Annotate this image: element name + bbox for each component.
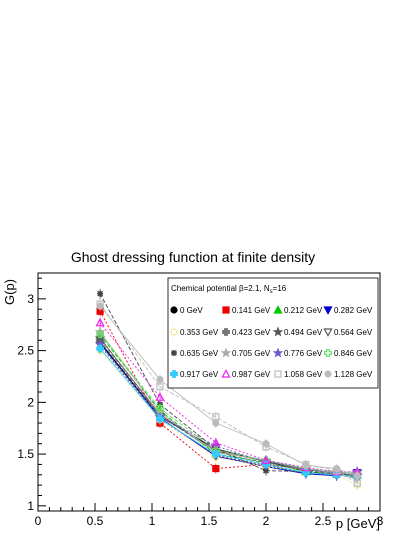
legend-label: 0.705 GeV [232,349,271,358]
legend-item: 0.282 GeV [323,306,373,315]
y-tick-label: 1.5 [17,447,34,461]
legend-marker [272,326,284,337]
y-tick-label: 1 [27,499,34,513]
data-point [97,290,104,297]
y-tick-label: 2.5 [17,344,34,358]
data-point [96,302,104,310]
x-tick-label: 1 [149,514,156,528]
legend-item: 0.423 GeV [222,328,271,337]
legend-title-tail: =16 [273,284,287,293]
legend-marker [222,328,230,336]
data-point [156,404,164,413]
data-point [302,468,310,477]
legend-marker [170,328,178,336]
legend-marker [220,347,232,358]
legend-title: Chemical potential β=2.1, Ns=16 [171,284,287,295]
x-tick-label: 2.5 [315,514,332,528]
legend-item: 0.353 GeV [170,328,219,337]
legend-item: 0.917 GeV [170,370,219,379]
legend-marker [171,350,177,356]
x-tick-label: 2 [263,514,270,528]
data-point [211,437,221,447]
legend-item: 0.635 GeV [171,349,219,358]
series [96,301,361,481]
legend-item: 0 GeV [170,306,203,315]
legend-label: 0.846 GeV [334,349,373,358]
legend-marker [274,370,282,378]
x-axis-label: p [GeV] [336,516,380,531]
legend-marker [170,370,178,378]
y-tick-label: 2 [27,395,34,409]
data-point [211,450,220,458]
legend-marker [222,306,230,314]
legend-item: 0.776 GeV [272,347,323,358]
data-point [333,464,341,473]
legend-item: 1.128 GeV [324,370,373,379]
data-point [96,344,105,353]
legend-marker [323,328,333,337]
data-point [302,461,310,470]
x-tick-label: 0 [35,514,42,528]
legend-item: 1.058 GeV [274,370,323,379]
legend-marker [324,370,332,378]
legend-label: 0 GeV [180,306,203,315]
legend-label: 1.058 GeV [284,370,323,379]
data-point [155,392,165,401]
legend-title-sub: s [270,289,273,295]
legend-item: 0.212 GeV [273,305,323,315]
legend-marker [273,305,283,314]
x-tick-label: 0.5 [87,514,104,528]
legend-item: 0.846 GeV [324,349,373,358]
legend-marker [272,347,284,358]
legend-label: 0.635 GeV [180,349,219,358]
plot-area: 0 0.5 1 1.5 2 2.5 3 1 1.5 2 2.5 3 [17,272,384,528]
legend-label: 0.987 GeV [232,370,271,379]
chart-title: Ghost dressing function at finite densit… [71,249,315,265]
data-point [261,455,271,464]
legend-marker [221,369,231,378]
legend-label: 0.282 GeV [334,306,373,315]
legend-item: 0.141 GeV [222,306,271,315]
legend-item: 0.564 GeV [323,328,373,337]
legend-item: 0.494 GeV [272,326,323,337]
data-point [156,415,164,423]
legend-label: 0.494 GeV [284,328,323,337]
legend-item: 0.705 GeV [220,347,271,358]
y-tick-label: 3 [27,292,34,306]
legend-box [167,277,379,389]
legend-label: 0.917 GeV [180,370,219,379]
data-point [212,464,220,473]
data-point [353,472,361,480]
legend-marker [324,349,332,357]
legend-label: 0.423 GeV [232,328,271,337]
data-point [263,467,269,474]
legend-marker [170,306,178,314]
data-point [95,317,105,327]
legend-label: 1.128 GeV [334,370,373,379]
legend-label: 0.776 GeV [284,349,323,358]
data-point [212,419,220,427]
data-point [96,330,105,338]
y-axis-label: G(p) [2,279,17,305]
legend: Chemical potential β=2.1, Ns=16 0 GeV 0.14… [167,277,379,389]
legend-item: 0.987 GeV [221,369,271,379]
x-tick-label: 1.5 [201,514,218,528]
legend-label: 0.353 GeV [180,328,219,337]
data-point [156,375,164,384]
legend-label: 0.564 GeV [334,328,373,337]
legend-label: 0.212 GeV [284,306,323,315]
legend-marker [323,306,333,315]
data-point [262,440,270,448]
legend-label: 0.141 GeV [232,306,271,315]
x-tick-label: 3 [377,514,384,528]
